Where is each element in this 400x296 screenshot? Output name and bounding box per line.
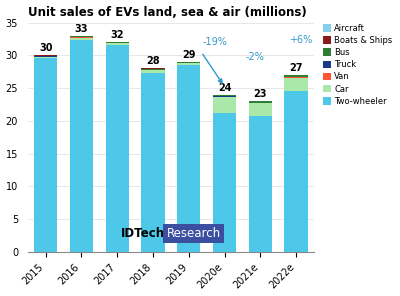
Bar	[177, 63, 200, 65]
Text: Research: Research	[166, 227, 221, 240]
Bar	[249, 101, 272, 103]
Bar	[284, 78, 308, 91]
Bar	[106, 42, 129, 43]
Bar	[284, 91, 308, 252]
Bar	[106, 45, 129, 252]
Text: -19%: -19%	[202, 37, 227, 47]
Text: 23: 23	[254, 89, 267, 99]
Bar	[70, 38, 93, 40]
Text: +6%: +6%	[289, 36, 312, 45]
Bar	[70, 36, 93, 37]
Legend: Aircraft, Boats & Ships, Bus, Truck, Van, Car, Two-wheeler: Aircraft, Boats & Ships, Bus, Truck, Van…	[321, 22, 394, 107]
Bar	[213, 96, 236, 97]
Bar	[213, 95, 236, 96]
Bar	[34, 57, 57, 58]
Text: -2%: -2%	[246, 52, 265, 62]
Text: 27: 27	[289, 63, 303, 73]
Bar	[141, 69, 164, 70]
Bar	[284, 75, 308, 77]
Text: 28: 28	[146, 57, 160, 66]
Bar	[34, 58, 57, 252]
Bar	[141, 73, 164, 252]
Text: Unit sales of EVs land, sea & air (millions): Unit sales of EVs land, sea & air (milli…	[28, 6, 306, 19]
Text: IDTechEx: IDTechEx	[121, 227, 180, 240]
Bar	[213, 113, 236, 252]
Text: 33: 33	[75, 24, 88, 34]
Text: 29: 29	[182, 50, 196, 60]
Bar	[177, 65, 200, 252]
Text: 32: 32	[110, 30, 124, 40]
Bar	[106, 44, 129, 45]
Text: 30: 30	[39, 43, 52, 53]
Bar	[177, 62, 200, 63]
Bar	[249, 103, 272, 116]
Bar	[249, 116, 272, 252]
Bar	[70, 40, 93, 252]
Text: 24: 24	[218, 83, 231, 93]
Bar	[284, 77, 308, 78]
Bar	[141, 70, 164, 73]
Bar	[213, 97, 236, 113]
